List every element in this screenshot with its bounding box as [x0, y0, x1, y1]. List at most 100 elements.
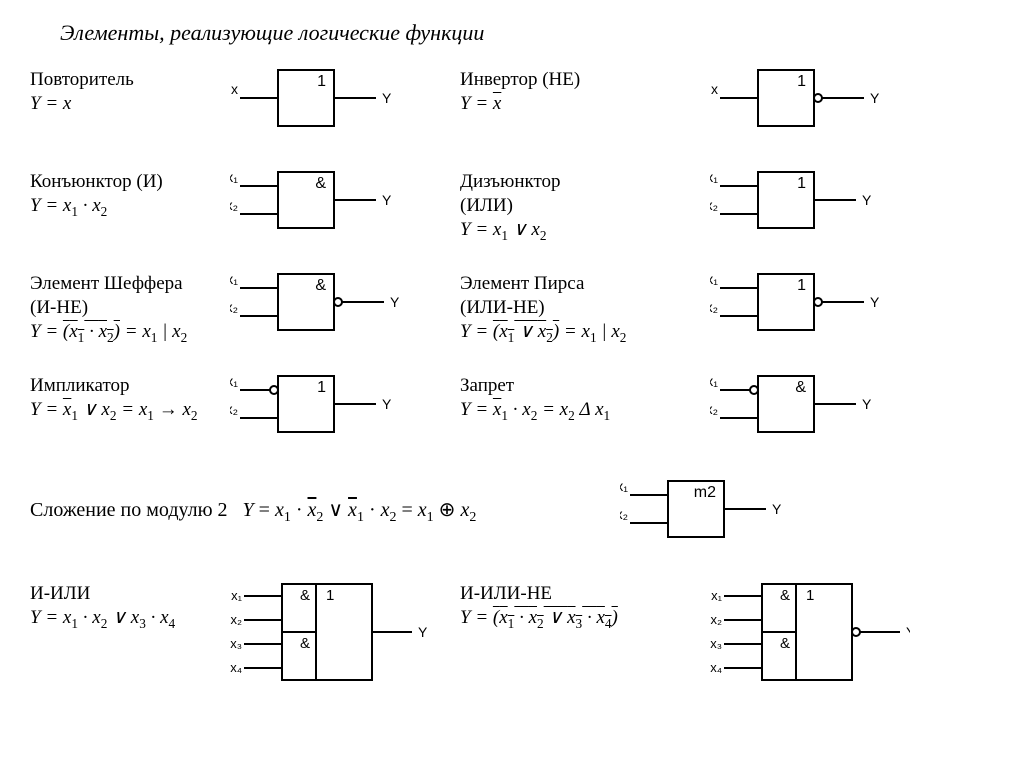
and-name: Конъюнктор (И) — [30, 170, 163, 194]
svg-text:1: 1 — [797, 175, 806, 192]
svg-text:Y: Y — [382, 90, 392, 106]
or-gate-icon: 1x₁x₂Y — [710, 166, 880, 241]
xor-desc: Сложение по модулю 2 Y = x1 · x2 ∨ x1 · … — [30, 498, 476, 527]
svg-text:x₃: x₃ — [230, 636, 242, 651]
svg-text:x₄: x₄ — [710, 660, 722, 675]
inhibit-formula: Y = x1 · x2 = x2 Δ x1 — [460, 398, 610, 424]
andor-gate-icon: &&1x₁x₂x₃x₄Y — [230, 578, 430, 698]
nor-gate-icon: 1 x₁ x₂ Y — [710, 268, 880, 343]
svg-text:1: 1 — [797, 73, 806, 90]
svg-text:x₁: x₁ — [710, 271, 718, 287]
svg-text:x₂: x₂ — [230, 299, 238, 315]
andornot-gate-icon: &&1x₁x₂x₃x₄Y — [710, 578, 910, 698]
svg-text:Y: Y — [382, 396, 392, 412]
svg-text:x₂: x₂ — [620, 506, 628, 522]
xor-name: Сложение по модулю 2 — [30, 499, 228, 521]
svg-text:&: & — [315, 277, 326, 294]
svg-text:1: 1 — [317, 379, 326, 396]
svg-text:x₄: x₄ — [230, 660, 242, 675]
nand-formula: Y = (x1 · x2) = x1 | x2 — [30, 320, 187, 346]
svg-text:&: & — [780, 587, 790, 604]
row-andor: И-ИЛИ Y = x1 · x2 ∨ x3 · x4 &&1x₁x₂x₃x₄Y… — [30, 578, 994, 698]
svg-text:x₂: x₂ — [710, 401, 718, 417]
inverter-gate-icon: 1 x Y — [710, 64, 880, 134]
svg-text:x₂: x₂ — [230, 612, 242, 627]
row-and-or: Конъюнктор (И) Y = x1 · x2 & x₁ x₂ Y Дизъюн… — [30, 166, 994, 246]
svg-text:1: 1 — [317, 73, 326, 90]
impl-gate-icon: 1 x₁ x₂ Y — [230, 370, 400, 445]
svg-text:x₂: x₂ — [230, 401, 238, 417]
svg-text:x₁: x₁ — [230, 169, 238, 185]
inverter-desc: Инвертор (НЕ) Y = x — [460, 64, 580, 116]
inhibit-desc: Запрет Y = x1 · x2 = x2 Δ x1 — [460, 370, 610, 424]
buffer-name: Повторитель — [30, 68, 134, 92]
or-name: Дизъюнктор(ИЛИ) — [460, 170, 561, 218]
nor-formula: Y = (x1 ∨ x2) = x1 | x2 — [460, 320, 626, 346]
xor-gate-icon: m2 x₁ x₂ Y — [620, 475, 800, 550]
nor-desc: Элемент Пирса(ИЛИ-НЕ) Y = (x1 ∨ x2) = x1… — [460, 268, 626, 346]
svg-text:Y: Y — [418, 624, 428, 640]
svg-text:x₃: x₃ — [710, 636, 722, 651]
andornot-desc: И-ИЛИ-НЕ Y = (x1 · x2 ∨ x3 · x4) — [460, 578, 618, 632]
svg-text:x₁: x₁ — [620, 478, 628, 494]
svg-text:Y: Y — [382, 192, 392, 208]
or-formula: Y = x1 ∨ x2 — [460, 218, 561, 244]
svg-text:x₂: x₂ — [710, 197, 718, 213]
inverter-gate-cell: 1 x Y — [710, 64, 940, 134]
inhibit-name: Запрет — [460, 374, 610, 398]
andornot-name: И-ИЛИ-НЕ — [460, 582, 618, 606]
row-impl-inhibit: Импликатор Y = x1 ∨ x2 = x1 → x2 1 x₁ x₂ Y … — [30, 370, 994, 450]
row-buffer-inverter: Повторитель Y = x 1 x Y Инвертор (НЕ) Y = … — [30, 64, 994, 144]
inhibit-gate-icon: &x₁x₂Y — [710, 370, 880, 445]
svg-text:&: & — [315, 175, 326, 192]
and-desc: Конъюнктор (И) Y = x1 · x2 — [30, 166, 163, 220]
buffer-gate-cell: 1 x Y — [230, 64, 460, 134]
svg-text:Y: Y — [870, 90, 880, 106]
svg-text:&: & — [780, 635, 790, 652]
andor-formula: Y = x1 · x2 ∨ x3 · x4 — [30, 606, 175, 632]
svg-text:1: 1 — [797, 277, 806, 294]
svg-text:x₁: x₁ — [230, 373, 238, 389]
svg-text:Y: Y — [870, 294, 880, 310]
svg-text:&: & — [300, 635, 310, 652]
xor-formula: Y = x1 · x2 ∨ x1 · x2 = x1 ⊕ x2 — [243, 499, 477, 521]
andor-name: И-ИЛИ — [30, 582, 175, 606]
andor-desc: И-ИЛИ Y = x1 · x2 ∨ x3 · x4 — [30, 578, 175, 632]
svg-text:&: & — [795, 379, 806, 396]
svg-text:&: & — [300, 587, 310, 604]
svg-text:1: 1 — [806, 587, 814, 604]
svg-text:1: 1 — [326, 587, 334, 604]
and-gate-icon: & x₁ x₂ Y — [230, 166, 400, 241]
inverter-formula: Y = x — [460, 92, 580, 116]
svg-text:x₁: x₁ — [230, 271, 238, 287]
buffer-gate-icon: 1 x Y — [230, 64, 400, 134]
buffer-formula: Y = x — [30, 92, 134, 116]
andornot-formula: Y = (x1 · x2 ∨ x3 · x4) — [460, 606, 618, 632]
or-desc: Дизъюнктор(ИЛИ) Y = x1 ∨ x2 — [460, 166, 561, 244]
svg-text:x₂: x₂ — [710, 299, 718, 315]
nand-name: Элемент Шеффера(И-НЕ) — [30, 272, 187, 320]
svg-text:Y: Y — [862, 396, 872, 412]
impl-name: Импликатор — [30, 374, 198, 398]
svg-text:Y: Y — [772, 501, 782, 517]
nand-gate-icon: & x₁ x₂ Y — [230, 268, 400, 343]
impl-desc: Импликатор Y = x1 ∨ x2 = x1 → x2 — [30, 370, 198, 424]
nor-name: Элемент Пирса(ИЛИ-НЕ) — [460, 272, 626, 320]
buffer-desc: Повторитель Y = x — [30, 64, 134, 116]
svg-text:Y: Y — [390, 294, 400, 310]
svg-text:m2: m2 — [694, 484, 716, 501]
page-title: Элементы, реализующие логические функции — [60, 20, 994, 46]
svg-text:x₂: x₂ — [230, 197, 238, 213]
nand-desc: Элемент Шеффера(И-НЕ) Y = (x1 · x2) = x1… — [30, 268, 187, 346]
svg-text:x₂: x₂ — [710, 612, 722, 627]
svg-text:x₁: x₁ — [231, 588, 243, 603]
and-formula: Y = x1 · x2 — [30, 194, 163, 220]
svg-text:Y: Y — [906, 624, 910, 640]
svg-text:x: x — [231, 81, 238, 97]
svg-text:Y: Y — [862, 192, 872, 208]
inverter-name: Инвертор (НЕ) — [460, 68, 580, 92]
row-xor: Сложение по модулю 2 Y = x1 · x2 ∨ x1 · … — [30, 472, 994, 552]
impl-formula: Y = x1 ∨ x2 = x1 → x2 — [30, 398, 198, 424]
row-nand-nor: Элемент Шеффера(И-НЕ) Y = (x1 · x2) = x1… — [30, 268, 994, 348]
svg-text:x: x — [711, 81, 718, 97]
